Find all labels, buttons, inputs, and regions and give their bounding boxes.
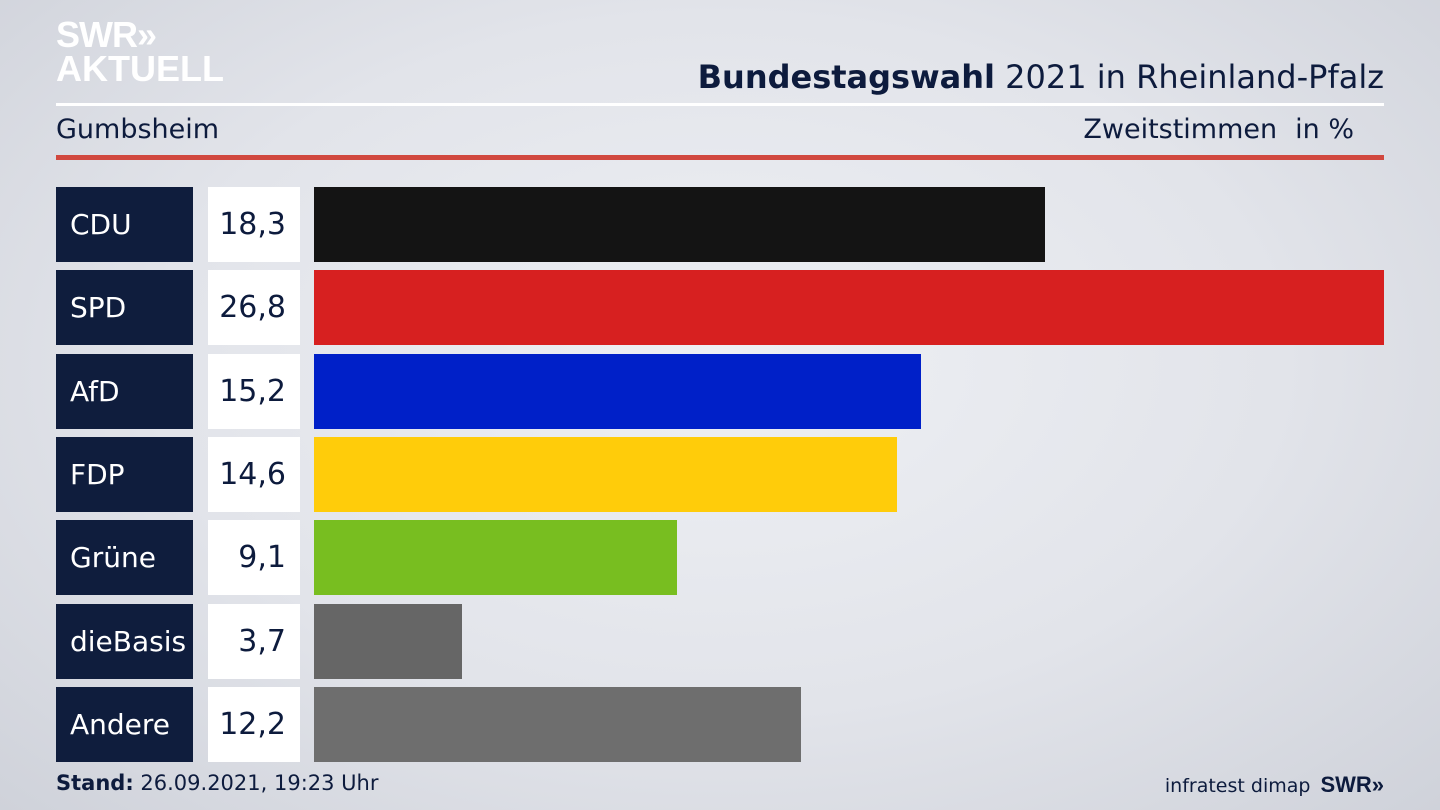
- chart-row: Andere 12,2: [56, 687, 1384, 762]
- party-label: Andere: [56, 687, 193, 762]
- divider-red: [56, 155, 1384, 160]
- logo-line-1: SWR»: [56, 14, 157, 55]
- stand-value: 26.09.2021, 19:23 Uhr: [133, 771, 379, 795]
- unit-label: in %: [1295, 114, 1354, 145]
- measure-label: Zweitstimmen in %: [1083, 114, 1354, 145]
- source-credit: infratest dimap SWR»: [1165, 772, 1384, 798]
- bar: [314, 270, 1384, 345]
- data-label: 12,2: [208, 687, 300, 762]
- bar: [314, 687, 801, 762]
- source-label: infratest dimap: [1164, 775, 1311, 797]
- title-rest: 2021 in Rheinland-Pfalz: [995, 58, 1384, 96]
- bar: [314, 354, 921, 429]
- data-label: 26,8: [208, 270, 300, 345]
- divider-white: [56, 103, 1384, 106]
- chart-title: Bundestagswahl 2021 in Rheinland-Pfalz: [698, 58, 1384, 96]
- chart-row: dieBasis 3,7: [56, 604, 1384, 679]
- stand-label: Stand:: [56, 771, 134, 795]
- bar: [314, 437, 897, 512]
- swr-footer-logo: SWR»: [1320, 772, 1384, 797]
- party-label: CDU: [56, 187, 193, 262]
- timestamp: Stand: 26.09.2021, 19:23 Uhr: [56, 771, 379, 795]
- party-label: AfD: [56, 354, 193, 429]
- location-label: Gumbsheim: [56, 114, 220, 145]
- data-label: 14,6: [208, 437, 300, 512]
- bar: [314, 604, 462, 679]
- logo-line-2: AKTUELL: [56, 48, 224, 89]
- chart-row: SPD 26,8: [56, 270, 1384, 345]
- chart-row: CDU 18,3: [56, 187, 1384, 262]
- chart-row: FDP 14,6: [56, 437, 1384, 512]
- data-label: 9,1: [208, 520, 300, 595]
- party-label: FDP: [56, 437, 193, 512]
- measure-name: Zweitstimmen: [1083, 114, 1278, 145]
- bar: [314, 520, 677, 595]
- bar: [314, 187, 1045, 262]
- data-label: 3,7: [208, 604, 300, 679]
- party-label: dieBasis: [56, 604, 193, 679]
- chart-row: AfD 15,2: [56, 354, 1384, 429]
- party-label: Grüne: [56, 520, 193, 595]
- chart-row: Grüne 9,1: [56, 520, 1384, 595]
- data-label: 15,2: [208, 354, 300, 429]
- data-label: 18,3: [208, 187, 300, 262]
- swr-aktuell-logo: SWR» AKTUELL: [56, 14, 224, 89]
- title-bold: Bundestagswahl: [697, 58, 995, 96]
- party-label: SPD: [56, 270, 193, 345]
